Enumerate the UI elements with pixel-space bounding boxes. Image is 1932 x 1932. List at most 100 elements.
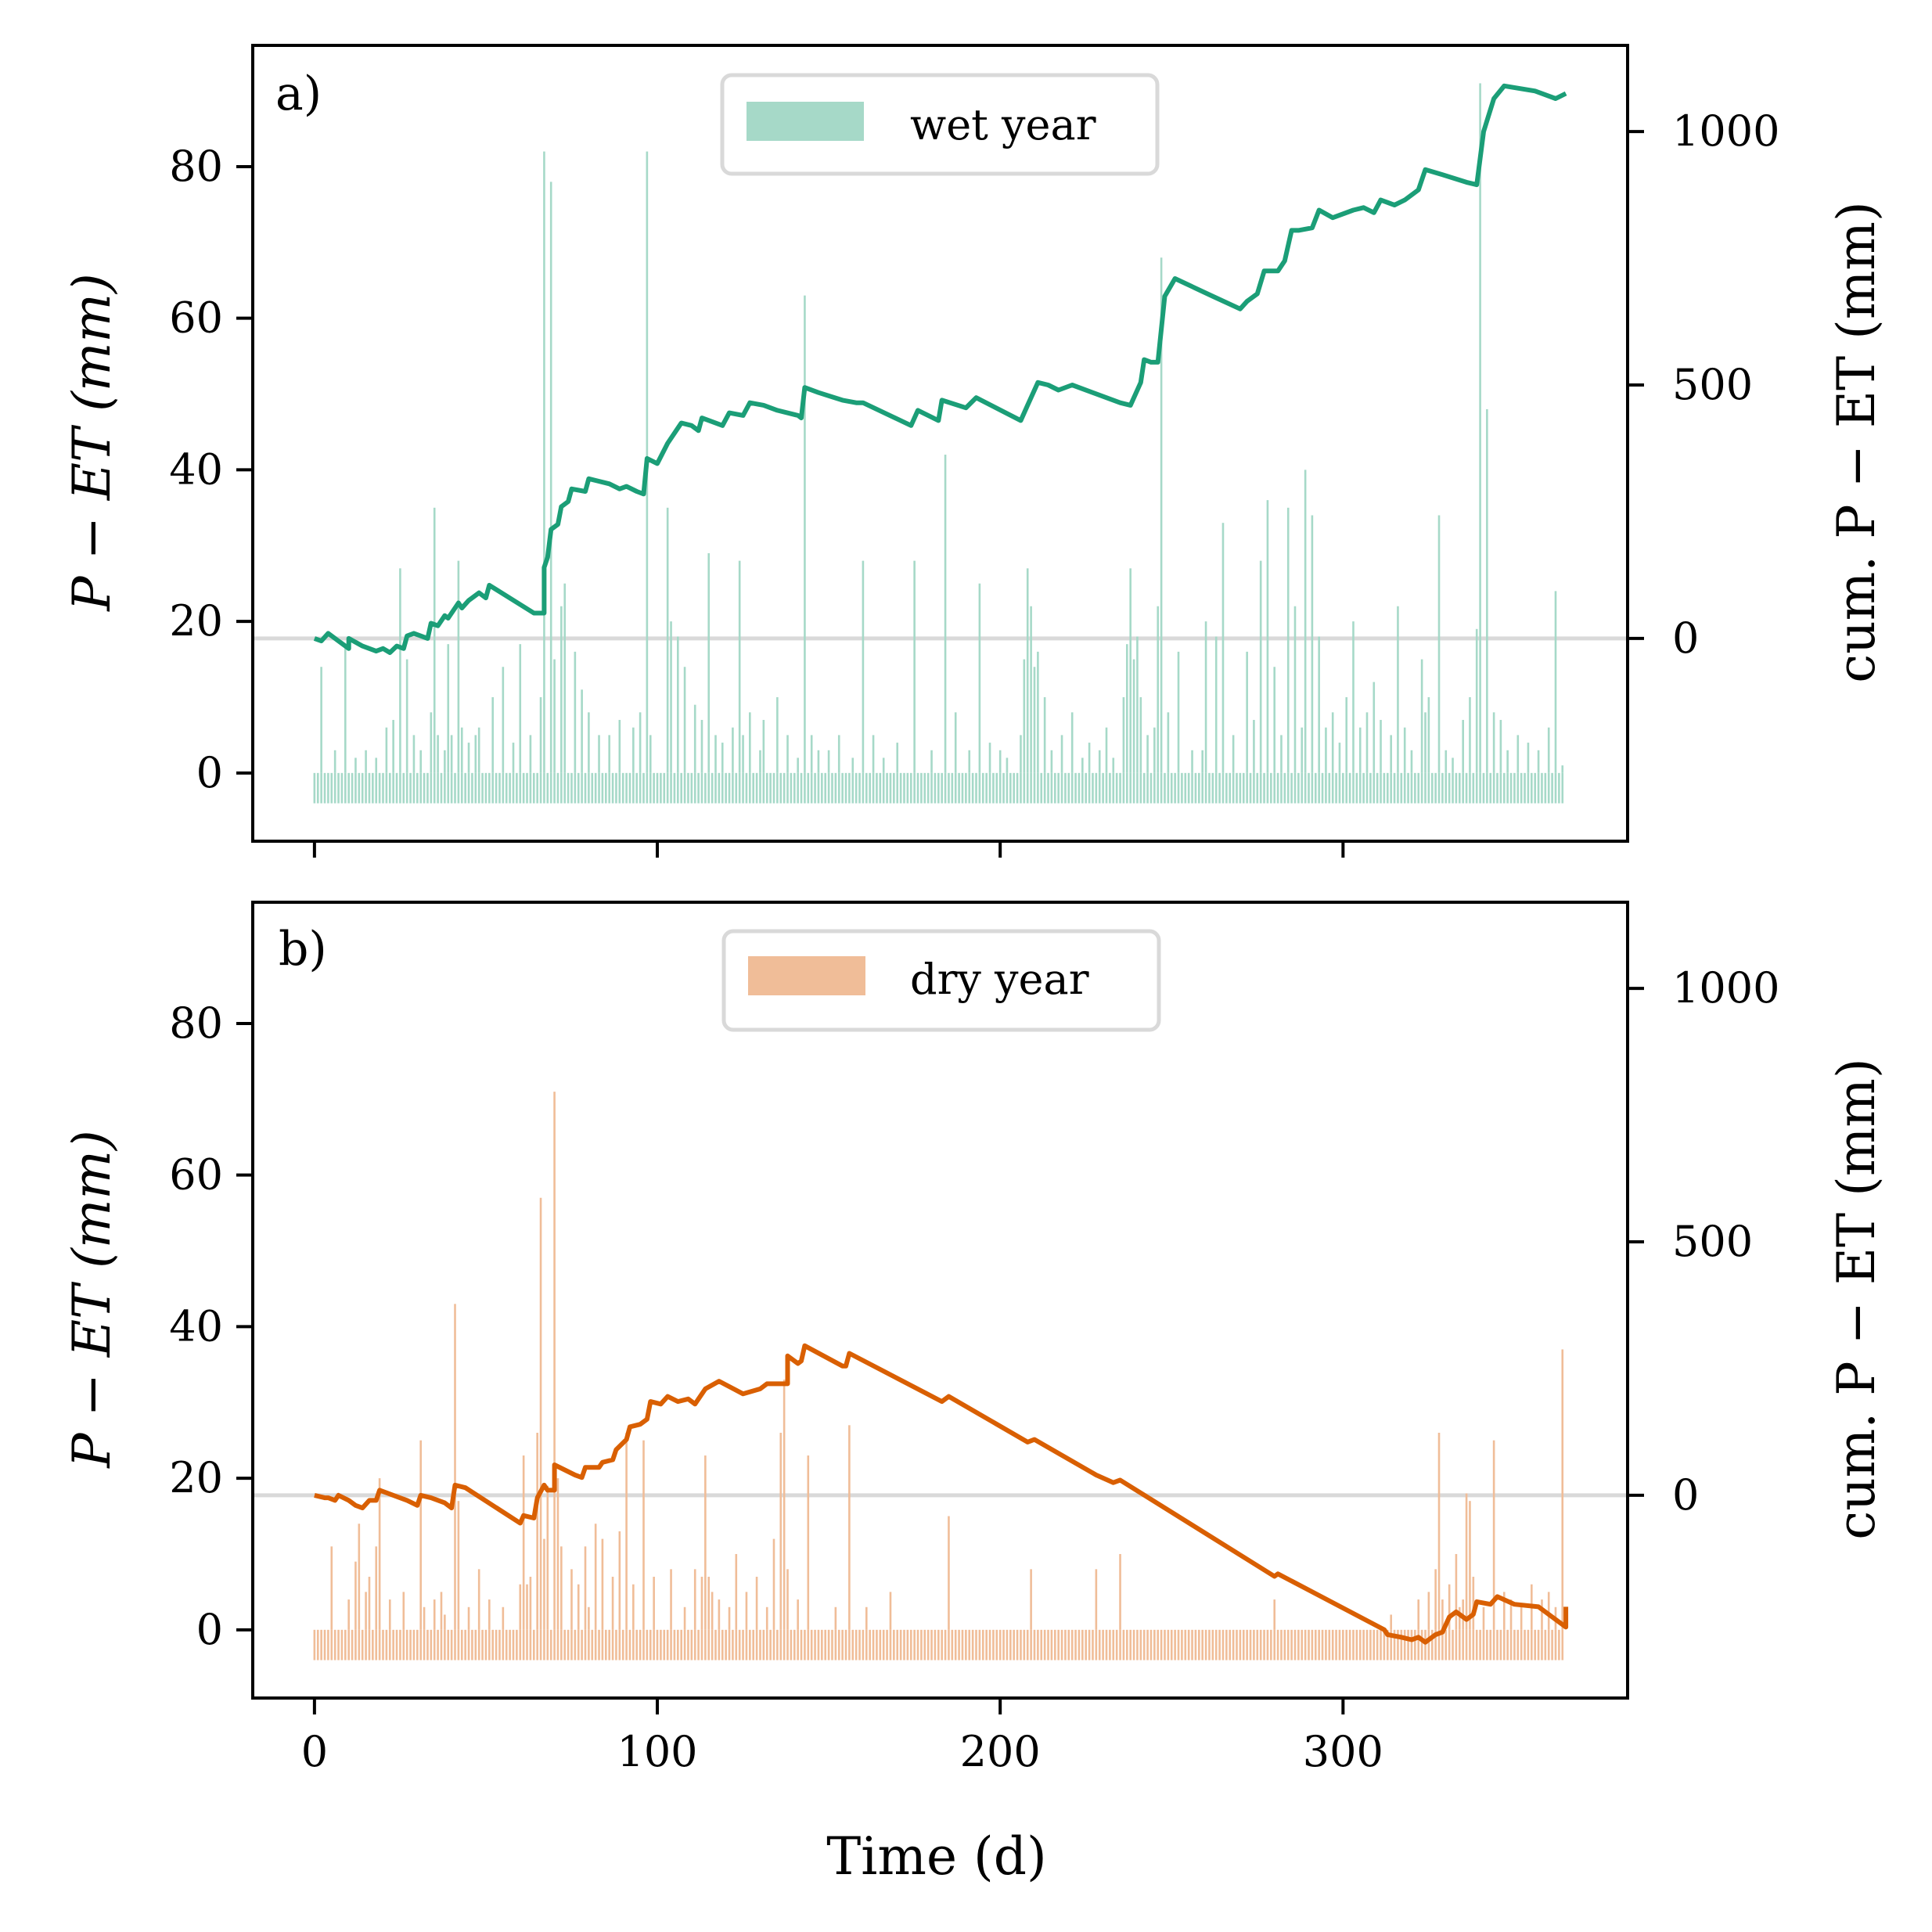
bar-negative bbox=[1506, 772, 1509, 804]
bar-negative bbox=[457, 1629, 460, 1660]
bar-negative bbox=[804, 1629, 806, 1660]
bar-negative bbox=[1537, 772, 1540, 804]
bar-negative bbox=[988, 772, 991, 804]
bar bbox=[779, 1433, 783, 1630]
bar-negative bbox=[1482, 1629, 1485, 1660]
bar bbox=[519, 1584, 522, 1630]
bar-negative bbox=[1270, 772, 1272, 804]
bar-negative bbox=[889, 1629, 892, 1660]
bar-negative bbox=[516, 1629, 518, 1660]
bar-negative bbox=[628, 1629, 631, 1660]
bar-negative bbox=[1033, 1629, 1036, 1660]
bar-negative bbox=[899, 772, 902, 804]
bar-negative bbox=[673, 772, 676, 804]
bar-negative bbox=[1383, 772, 1386, 804]
bar-negative bbox=[621, 772, 624, 804]
bar-negative bbox=[1184, 772, 1187, 804]
bar-negative bbox=[1160, 1629, 1163, 1660]
bar-negative bbox=[961, 1629, 964, 1660]
bar-negative bbox=[872, 1629, 875, 1660]
bar bbox=[1286, 507, 1290, 773]
bar-negative bbox=[570, 772, 573, 804]
bar-negative bbox=[437, 1629, 439, 1660]
bar-negative bbox=[954, 772, 957, 804]
bar-negative bbox=[1236, 772, 1238, 804]
bar bbox=[392, 720, 394, 773]
bar bbox=[608, 735, 610, 773]
bar-negative bbox=[690, 772, 693, 804]
bar-negative bbox=[1424, 772, 1427, 804]
bar-negative bbox=[807, 1629, 810, 1660]
bar-negative bbox=[1448, 1629, 1451, 1660]
bar-negative bbox=[1153, 772, 1156, 804]
bar-negative bbox=[934, 772, 937, 804]
bar-negative bbox=[961, 772, 964, 804]
bar-negative bbox=[769, 1629, 772, 1660]
bar-negative bbox=[913, 772, 916, 804]
bar bbox=[347, 1599, 350, 1630]
bar-negative bbox=[498, 1629, 501, 1660]
bar-negative bbox=[1492, 1629, 1495, 1660]
bar-negative bbox=[926, 1629, 930, 1660]
bar-negative bbox=[1232, 772, 1235, 804]
bar bbox=[1502, 1592, 1506, 1630]
bar-negative bbox=[923, 1629, 926, 1660]
bar-negative bbox=[632, 772, 635, 804]
bar-negative bbox=[444, 1629, 446, 1660]
bar-negative bbox=[1092, 1629, 1094, 1660]
bar bbox=[749, 712, 751, 773]
bar-negative bbox=[509, 772, 511, 804]
bar bbox=[1469, 1501, 1471, 1630]
bar bbox=[1060, 735, 1063, 773]
bar-negative bbox=[1430, 1629, 1434, 1660]
bar-negative bbox=[1201, 1629, 1203, 1660]
bar bbox=[1547, 1592, 1550, 1630]
bar-negative bbox=[920, 772, 923, 804]
bar-negative bbox=[1290, 1629, 1293, 1660]
bar-negative bbox=[1541, 1629, 1543, 1660]
bar-negative bbox=[1290, 772, 1293, 804]
bar bbox=[1472, 1577, 1475, 1630]
bar bbox=[954, 712, 957, 773]
bar-negative bbox=[316, 1629, 319, 1660]
bar-negative bbox=[1314, 1629, 1317, 1660]
bar-negative bbox=[1119, 1629, 1121, 1660]
bar-negative bbox=[471, 1629, 473, 1660]
bar-negative bbox=[810, 772, 813, 804]
bar-negative bbox=[1362, 772, 1365, 804]
bar-negative bbox=[419, 1629, 422, 1660]
bar-negative bbox=[1441, 772, 1444, 804]
bar-negative bbox=[639, 772, 642, 804]
bar-negative bbox=[1016, 772, 1019, 804]
bar-negative bbox=[1102, 1629, 1104, 1660]
bar-negative bbox=[1053, 1629, 1056, 1660]
bar bbox=[1338, 743, 1341, 773]
bar-negative bbox=[340, 1629, 344, 1660]
bar-negative bbox=[388, 772, 391, 804]
bar-negative bbox=[368, 1629, 371, 1660]
bar-negative bbox=[913, 1629, 916, 1660]
bar bbox=[488, 1599, 491, 1630]
bar-negative bbox=[594, 772, 597, 804]
bar bbox=[1465, 1493, 1468, 1630]
bar bbox=[1345, 696, 1348, 773]
bar-negative bbox=[975, 1629, 977, 1660]
y-axis-left-title: P − ET (mm) bbox=[62, 1130, 122, 1469]
bar-negative bbox=[752, 772, 755, 804]
bar-negative bbox=[433, 1629, 436, 1660]
bar-negative bbox=[1119, 772, 1121, 804]
bar-negative bbox=[347, 772, 350, 804]
bar-negative bbox=[1376, 772, 1379, 804]
bar-negative bbox=[718, 1629, 721, 1660]
bar-negative bbox=[700, 772, 703, 804]
bar-negative bbox=[1537, 1629, 1540, 1660]
bar-negative bbox=[330, 1629, 333, 1660]
bar bbox=[1462, 720, 1464, 773]
bar-negative bbox=[1502, 1629, 1506, 1660]
bar-negative bbox=[382, 772, 384, 804]
bar bbox=[1146, 735, 1149, 773]
bar bbox=[1420, 659, 1423, 773]
panel-label: a) bbox=[275, 67, 322, 121]
bar bbox=[797, 1599, 799, 1630]
